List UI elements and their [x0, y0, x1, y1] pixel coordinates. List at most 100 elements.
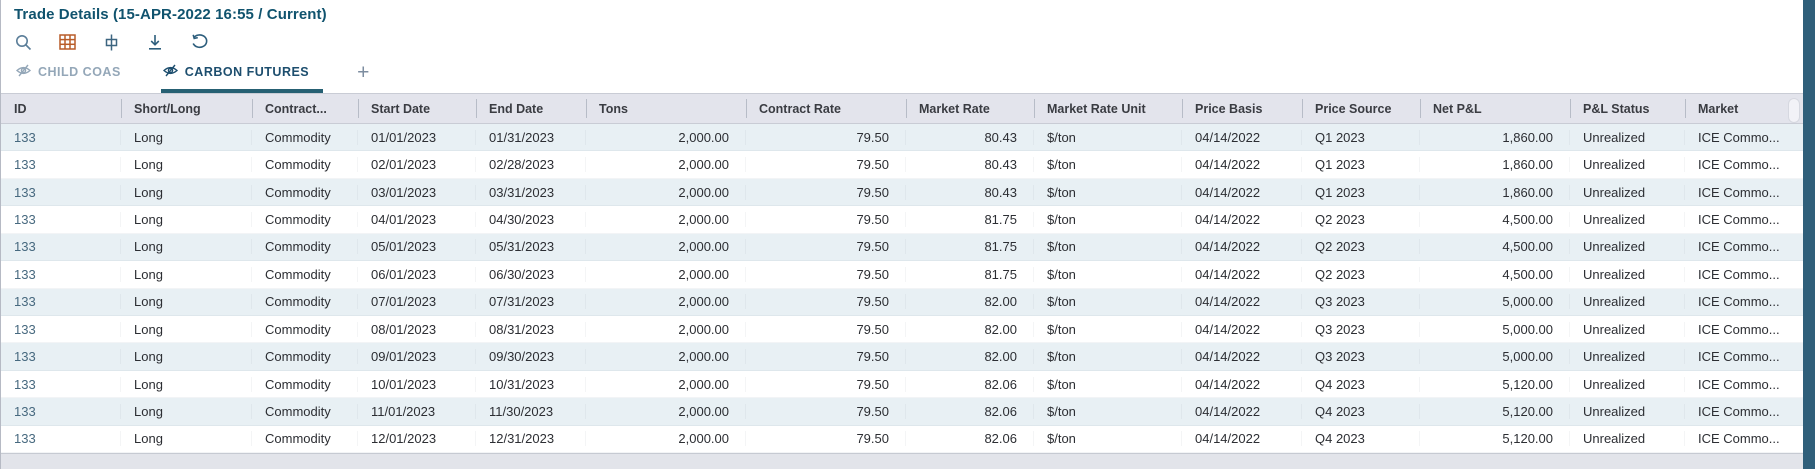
table-row[interactable]: 133 Long Commodity 06/01/2023 06/30/2023 2,00…: [1, 261, 1804, 289]
column-header[interactable]: Net P&L: [1420, 94, 1570, 123]
table-row[interactable]: 133 Long Commodity 01/01/2023 01/31/2023 2,00…: [1, 124, 1804, 152]
table-cell: 80.43: [906, 157, 1034, 173]
table-cell: 79.50: [746, 211, 906, 227]
table-cell: Unrealized: [1570, 157, 1685, 173]
search-icon: [15, 34, 32, 51]
table-cell: Unrealized: [1570, 184, 1685, 200]
table-cell: 1,860.00: [1420, 157, 1570, 173]
table-cell: 04/14/2022: [1182, 129, 1302, 145]
column-header[interactable]: P&L Status: [1570, 94, 1685, 123]
column-header[interactable]: End Date: [476, 94, 586, 123]
table-cell: $/ton: [1034, 129, 1182, 145]
trade-id-link[interactable]: 133: [1, 266, 121, 282]
trade-id-link[interactable]: 133: [1, 294, 121, 310]
table-row[interactable]: 133 Long Commodity 10/01/2023 10/31/2023 2,00…: [1, 370, 1804, 399]
table-cell: 5,120.00: [1420, 376, 1570, 392]
undo-button[interactable]: [190, 33, 208, 51]
table-cell: Commodity: [252, 403, 358, 419]
table-row[interactable]: 133 Long Commodity 12/01/2023 12/31/2023 2,00…: [1, 425, 1804, 454]
toolbar: [1, 28, 1804, 56]
table-cell: 2,000.00: [586, 403, 746, 419]
table-cell: Long: [121, 129, 252, 145]
table-cell: $/ton: [1034, 239, 1182, 255]
column-header[interactable]: Price Basis: [1182, 94, 1302, 123]
table-row[interactable]: 133 Long Commodity 03/01/2023 03/31/2023 2,00…: [1, 178, 1804, 207]
column-header[interactable]: Price Source: [1302, 94, 1420, 123]
table-cell: 81.75: [906, 266, 1034, 282]
column-header[interactable]: ID: [14, 101, 27, 116]
table-row[interactable]: 133 Long Commodity 08/01/2023 08/31/2023 2,00…: [1, 315, 1804, 344]
table-cell: Unrealized: [1570, 266, 1685, 282]
table-cell: 82.06: [906, 403, 1034, 419]
table-row[interactable]: 133 Long Commodity 07/01/2023 07/31/2023 2,00…: [1, 288, 1804, 316]
table-cell: ICE Commo...: [1698, 403, 1780, 419]
column-header[interactable]: Contract Rate: [746, 94, 906, 123]
table-cell: 11/30/2023: [476, 403, 586, 419]
fit-column-button[interactable]: [102, 33, 120, 51]
table-cell: 2,000.00: [586, 184, 746, 200]
trade-id-link[interactable]: 133: [1, 349, 121, 365]
trade-id-link[interactable]: 133: [1, 376, 121, 392]
trade-id-link[interactable]: 133: [1, 129, 121, 145]
table-cell: Commodity: [252, 294, 358, 310]
table-row[interactable]: 133 Long Commodity 02/01/2023 02/28/2023 2,00…: [1, 151, 1804, 179]
table-cell: Q3 2023: [1302, 321, 1420, 337]
table-cell: 2,000.00: [586, 157, 746, 173]
table-cell: $/ton: [1034, 266, 1182, 282]
table-cell: 08/01/2023: [358, 321, 476, 337]
table-cell: 06/30/2023: [476, 266, 586, 282]
table-row[interactable]: 133 Long Commodity 11/01/2023 11/30/2023 2,00…: [1, 398, 1804, 426]
table-cell: 82.06: [906, 376, 1034, 392]
trade-id-link[interactable]: 133: [1, 239, 121, 255]
table-row[interactable]: 133 Long Commodity 05/01/2023 05/31/2023 2,00…: [1, 233, 1804, 262]
table-cell: 03/01/2023: [358, 184, 476, 200]
column-header[interactable]: Start Date: [358, 94, 476, 123]
trade-id-link[interactable]: 133: [1, 157, 121, 173]
table-cell: Commodity: [252, 129, 358, 145]
add-tab-button[interactable]: +: [357, 61, 370, 84]
table-cell: ICE Commo...: [1698, 129, 1780, 145]
trade-id-link[interactable]: 133: [1, 321, 121, 337]
table-cell: 4,500.00: [1420, 239, 1570, 255]
column-header[interactable]: Contract...: [252, 94, 358, 123]
table-cell: 04/14/2022: [1182, 431, 1302, 447]
table-cell: $/ton: [1034, 349, 1182, 365]
column-header[interactable]: Market Rate Unit: [1034, 94, 1182, 123]
column-header[interactable]: Short/Long: [121, 94, 252, 123]
table-row[interactable]: 133 Long Commodity 04/01/2023 04/30/2023 2,00…: [1, 206, 1804, 234]
tab-carbon-futures[interactable]: CARBON FUTURES: [160, 64, 324, 93]
table-cell: Commodity: [252, 321, 358, 337]
table-cell: Commodity: [252, 239, 358, 255]
table-cell: 81.75: [906, 239, 1034, 255]
trade-id-link[interactable]: 133: [1, 431, 121, 447]
tab-bar: CHILD COAS CARBON FUTURES +: [1, 56, 1804, 93]
table-row[interactable]: 133 Long Commodity 09/01/2023 09/30/2023 2,00…: [1, 343, 1804, 371]
table-cell: Q3 2023: [1302, 294, 1420, 310]
search-button[interactable]: [14, 33, 32, 51]
table-cell: Long: [121, 431, 252, 447]
table-cell: ICE Commo...: [1698, 239, 1780, 255]
table-cell: 04/14/2022: [1182, 211, 1302, 227]
column-header[interactable]: Market Rate: [906, 94, 1034, 123]
table-cell: 5,000.00: [1420, 294, 1570, 310]
column-header[interactable]: Tons: [586, 94, 746, 123]
table-cell: Unrealized: [1570, 211, 1685, 227]
table-cell: Q4 2023: [1302, 376, 1420, 392]
trade-id-link[interactable]: 133: [1, 211, 121, 227]
download-button[interactable]: [146, 33, 164, 51]
table-cell: 82.00: [906, 294, 1034, 310]
trade-id-link[interactable]: 133: [1, 184, 121, 200]
table-cell: Long: [121, 403, 252, 419]
table-view-button[interactable]: [58, 33, 76, 51]
title-bar: Trade Details (15-APR-2022 16:55 / Curre…: [1, 0, 1804, 28]
vertical-scrollbar-thumb[interactable]: [1788, 98, 1800, 123]
table-cell: 79.50: [746, 157, 906, 173]
table-cell: Unrealized: [1570, 129, 1685, 145]
column-header[interactable]: Market: [1685, 94, 1804, 123]
tab-child-coas[interactable]: CHILD COAS: [14, 64, 135, 93]
table-grid-icon: [58, 34, 76, 50]
trades-table: ID Short/Long Contract... Start Date End Dat…: [1, 93, 1804, 469]
trade-id-link[interactable]: 133: [1, 403, 121, 419]
table-cell: 04/14/2022: [1182, 266, 1302, 282]
